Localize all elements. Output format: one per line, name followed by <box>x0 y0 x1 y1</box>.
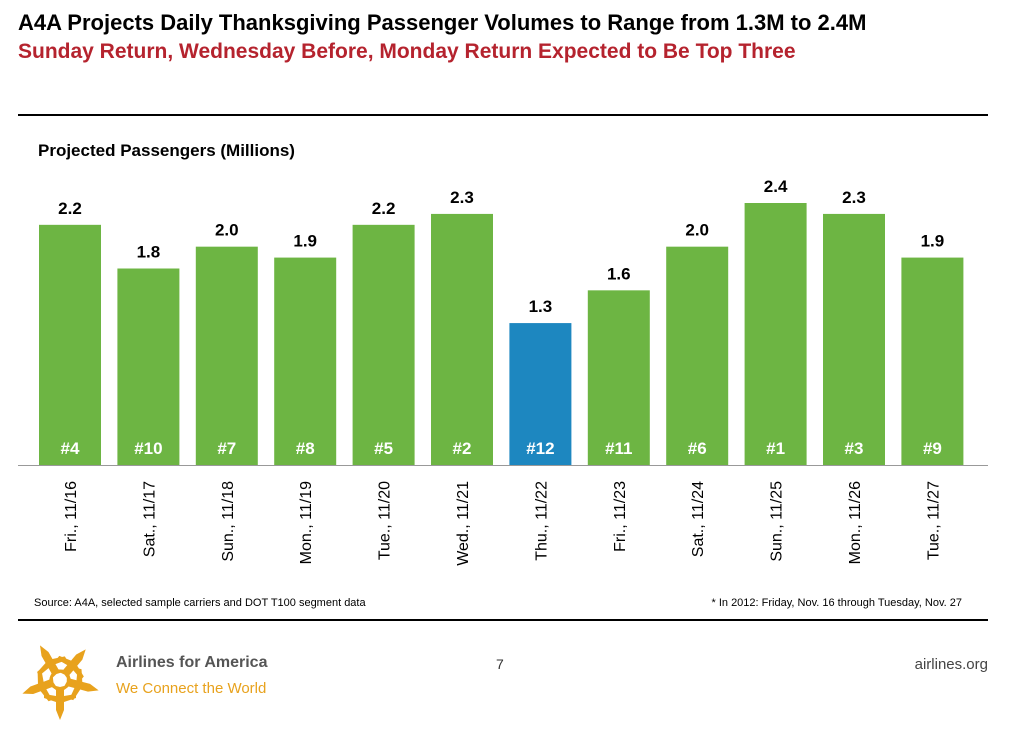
bar-value-label-7: 1.6 <box>607 264 631 283</box>
bar-value-label-10: 2.3 <box>842 188 866 207</box>
category-label-1: Sat., 11/17 <box>141 481 158 557</box>
category-label-3: Mon., 11/19 <box>298 481 315 564</box>
bar-rank-label-11: #9 <box>923 439 942 458</box>
bar-7 <box>587 290 650 465</box>
bottom-divider <box>18 619 988 621</box>
category-label-4: Tue., 11/20 <box>377 481 394 560</box>
bar-rank-label-4: #5 <box>374 439 393 458</box>
bar-chart: 2.2 #4 Fri., 11/16 1.8 #10 Sat., 11/17 2.0 #7 Su… <box>18 177 988 566</box>
bar-3 <box>274 257 337 465</box>
bar-value-label-9: 2.4 <box>764 177 788 196</box>
bar-11 <box>901 257 964 465</box>
bar-value-label-2: 2.0 <box>215 221 239 240</box>
bar-6 <box>509 323 572 465</box>
bar-4 <box>352 224 415 465</box>
category-label-5: Wed., 11/21 <box>455 481 472 566</box>
bar-rank-label-0: #4 <box>61 439 80 458</box>
page-title: A4A Projects Daily Thanksgiving Passenge… <box>18 10 867 35</box>
category-label-9: Sun., 11/25 <box>769 481 786 562</box>
brand-tagline: We Connect the World <box>116 680 267 697</box>
bar-2 <box>195 246 258 465</box>
bar-1 <box>117 268 180 465</box>
bar-8 <box>666 246 729 465</box>
bar-rank-label-6: #12 <box>526 439 554 458</box>
website-link[interactable]: airlines.org <box>914 656 988 673</box>
bar-rank-label-7: #11 <box>605 439 632 458</box>
bar-value-label-6: 1.3 <box>529 297 553 316</box>
category-label-6: Thu., 11/22 <box>533 481 550 561</box>
bar-value-label-1: 1.8 <box>137 243 161 262</box>
bar-10 <box>823 213 885 465</box>
airlines-for-america-logo-icon <box>16 639 103 720</box>
source-note: Source: A4A, selected sample carriers an… <box>34 597 366 609</box>
bar-value-label-0: 2.2 <box>58 199 82 218</box>
bar-value-label-11: 1.9 <box>921 232 945 251</box>
category-label-7: Fri., 11/23 <box>612 481 629 552</box>
bar-value-label-8: 2.0 <box>685 221 709 240</box>
bar-rank-label-10: #3 <box>845 439 864 458</box>
category-label-0: Fri., 11/16 <box>63 481 80 552</box>
logo-plane-icon <box>16 639 103 720</box>
bar-0 <box>39 224 101 465</box>
brand-name: Airlines for America <box>116 654 268 671</box>
bar-5 <box>431 213 493 465</box>
category-label-8: Sat., 11/24 <box>690 481 707 557</box>
bar-value-label-4: 2.2 <box>372 199 396 218</box>
bar-value-label-5: 2.3 <box>450 188 474 207</box>
category-label-11: Tue., 11/27 <box>925 481 942 560</box>
bar-rank-label-3: #8 <box>296 439 315 458</box>
category-label-2: Sun., 11/18 <box>220 481 237 562</box>
top-divider <box>18 114 988 116</box>
bar-rank-label-2: #7 <box>217 439 236 458</box>
chart-title: Projected Passengers (Millions) <box>38 141 295 160</box>
page-subtitle: Sunday Return, Wednesday Before, Monday … <box>18 40 796 63</box>
bar-value-label-3: 1.9 <box>293 232 317 251</box>
page-number: 7 <box>496 656 504 672</box>
bar-rank-label-9: #1 <box>766 439 785 458</box>
bar-rank-label-1: #10 <box>134 439 162 458</box>
bar-rank-label-8: #6 <box>688 439 707 458</box>
bar-9 <box>744 203 807 465</box>
date-range-note: * In 2012: Friday, Nov. 16 through Tuesd… <box>711 597 963 609</box>
bar-rank-label-5: #2 <box>453 439 472 458</box>
category-label-10: Mon., 11/26 <box>847 481 864 564</box>
